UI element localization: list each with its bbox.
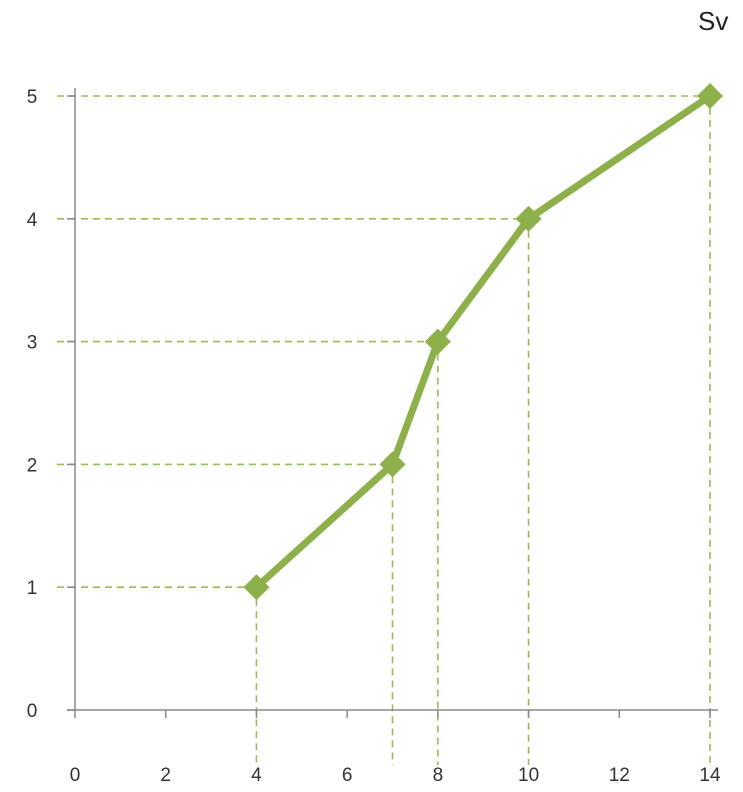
y-tick-label: 1 bbox=[27, 578, 38, 599]
guide-lines bbox=[57, 95, 711, 765]
data-series bbox=[243, 83, 723, 601]
x-tick-label: 4 bbox=[251, 765, 262, 786]
x-tick-label: 10 bbox=[518, 765, 539, 786]
y-tick-label: 5 bbox=[27, 87, 38, 108]
y-tick-label: 3 bbox=[27, 333, 38, 354]
axes bbox=[67, 88, 718, 718]
y-tick-label: 0 bbox=[27, 701, 38, 722]
x-tick-label: 0 bbox=[70, 765, 81, 786]
x-tick-label: 12 bbox=[609, 765, 630, 786]
data-point bbox=[424, 328, 451, 355]
x-tick-label: 14 bbox=[699, 765, 721, 786]
data-point bbox=[379, 451, 406, 478]
data-point bbox=[697, 83, 723, 109]
data-point bbox=[243, 574, 270, 601]
x-tick-label: 8 bbox=[433, 765, 444, 786]
corner-label: Sv bbox=[698, 6, 728, 36]
data-point bbox=[515, 205, 542, 232]
y-tick-label: 4 bbox=[27, 210, 38, 231]
y-tick-label: 2 bbox=[27, 455, 38, 476]
x-tick-label: 6 bbox=[342, 765, 353, 786]
x-tick-label: 2 bbox=[160, 765, 171, 786]
